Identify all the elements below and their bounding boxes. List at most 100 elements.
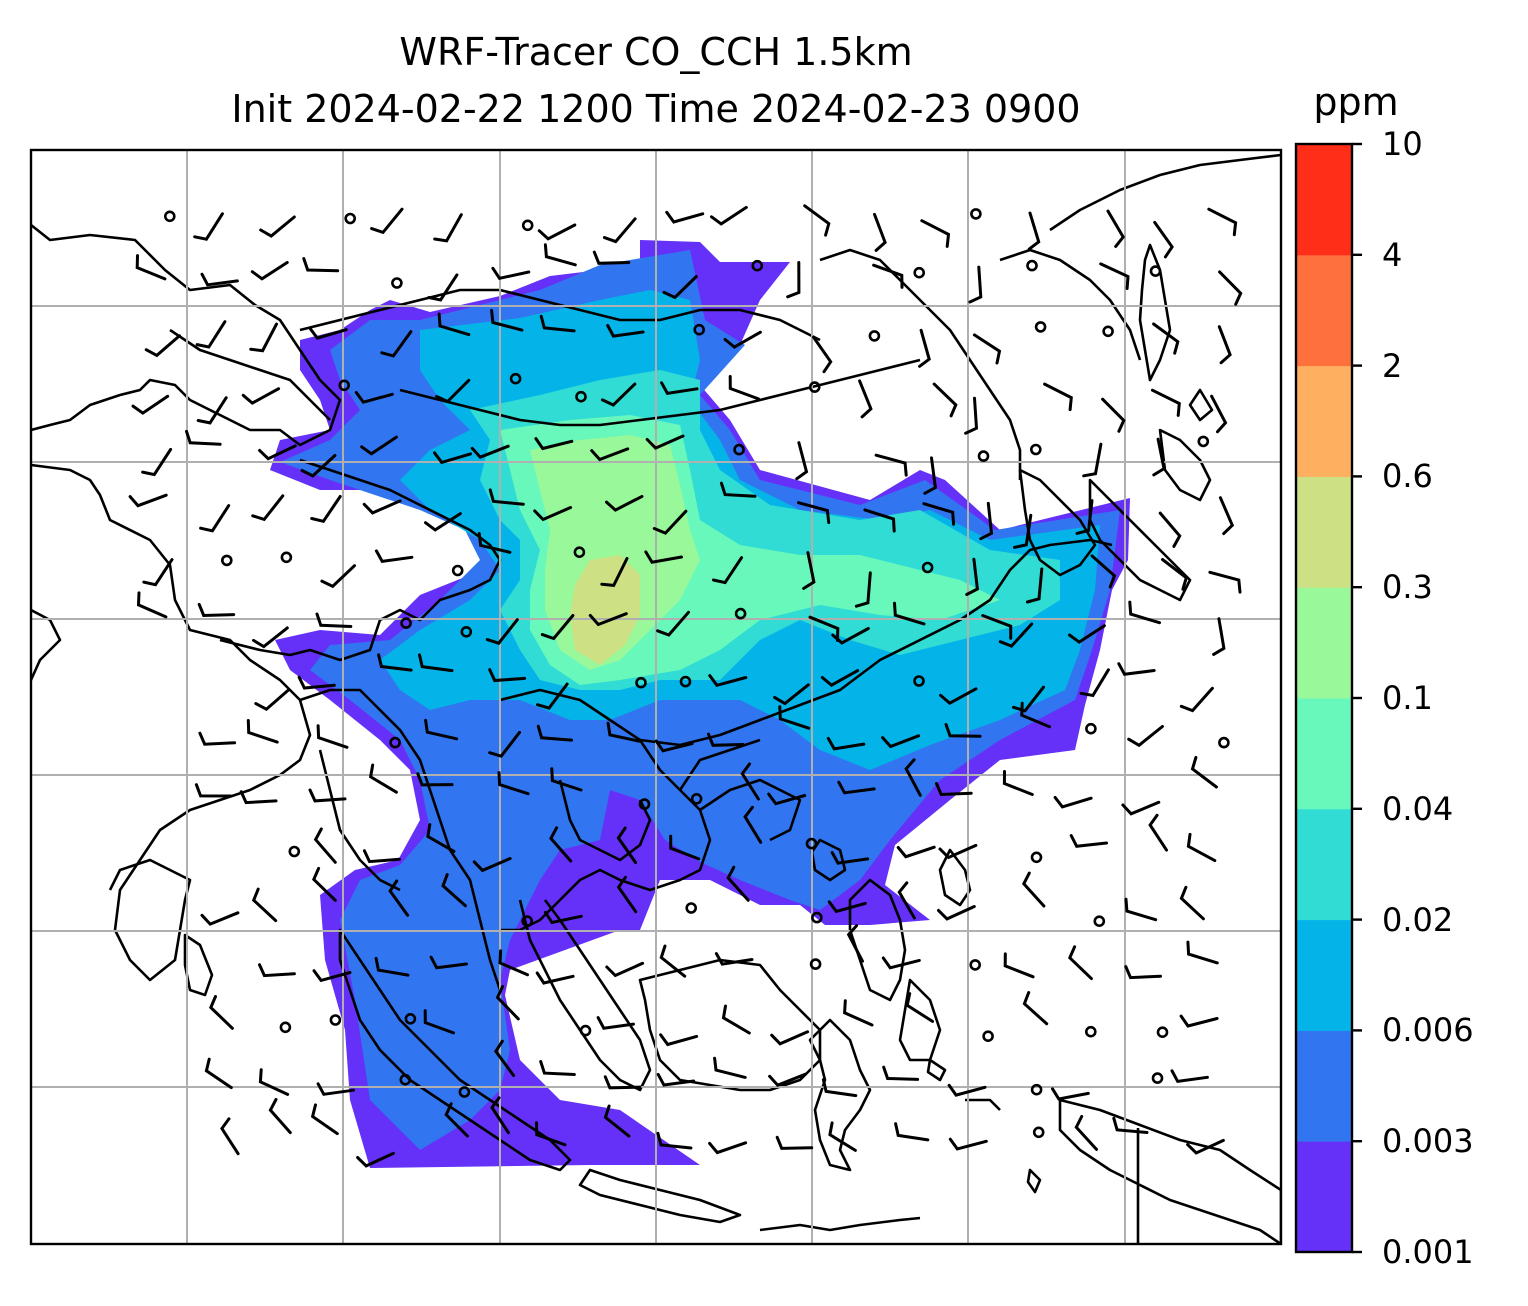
wind-barb	[616, 826, 638, 865]
wind-barb	[540, 614, 575, 641]
coastline-sulawesi	[808, 1018, 872, 1172]
map-title-line-1: WRF-Tracer CO_CCH 1.5km	[399, 30, 913, 74]
wind-barb	[719, 481, 757, 498]
wind-barb	[846, 924, 864, 963]
wind-barb	[131, 394, 170, 415]
calm-wind-circle	[969, 959, 982, 971]
calm-wind-circle	[685, 902, 698, 914]
wind-barb	[1068, 945, 1093, 981]
colorbar-band-7	[1296, 365, 1352, 477]
colorbar-ticks	[1352, 142, 1362, 1254]
tracer-contour-0.3	[570, 555, 640, 665]
wind-barb	[488, 668, 527, 683]
wind-barb	[710, 205, 748, 226]
calm-wind-circle	[811, 911, 823, 924]
calm-wind-circle	[921, 561, 934, 574]
wind-barb	[1025, 567, 1044, 604]
wind-barb	[1043, 382, 1073, 412]
wind-barb	[947, 1083, 987, 1097]
wind-barb	[441, 873, 467, 908]
wind-barb	[979, 501, 994, 541]
wind-barb	[881, 734, 921, 749]
wind-barb	[268, 1098, 292, 1135]
wind-barb	[820, 669, 860, 688]
wind-barb	[252, 626, 289, 649]
wind-barb	[194, 783, 233, 798]
calm-wind-circle	[521, 915, 534, 927]
wind-barb	[423, 1009, 455, 1035]
wind-barb	[549, 826, 573, 863]
wind-barb	[723, 330, 762, 349]
wind-barb	[550, 767, 583, 792]
border-himalaya	[219, 458, 502, 662]
wind-barb	[142, 558, 174, 587]
calm-wind-circle	[751, 259, 764, 272]
wind-barb	[490, 1096, 510, 1135]
wind-barb	[250, 261, 289, 281]
wind-barb	[645, 434, 685, 450]
wind-barb	[320, 564, 356, 589]
wind-barb	[600, 557, 629, 587]
wind-barb	[368, 763, 398, 794]
wind-barb	[308, 788, 347, 803]
wind-barb	[246, 719, 279, 744]
colorbar-tick-label: 0.1	[1382, 679, 1433, 717]
calm-wind-circle	[1149, 265, 1162, 277]
wind-barb	[310, 1103, 339, 1136]
wind-barb	[534, 437, 574, 451]
wind-barb	[923, 456, 938, 495]
wind-barb	[374, 549, 414, 564]
colorbar-tick-label: 0.3	[1382, 568, 1433, 607]
wind-barb	[602, 217, 637, 244]
wind-barb	[1121, 800, 1161, 816]
wind-barb	[665, 210, 705, 224]
coastline-java	[578, 1168, 742, 1224]
wind-barb	[1124, 965, 1162, 980]
wind-barb	[605, 961, 645, 978]
wind-barb	[937, 905, 976, 921]
calm-wind-circle	[338, 379, 351, 392]
wind-barb	[659, 1033, 699, 1047]
calm-wind-circle	[809, 958, 822, 970]
wind-barb	[778, 705, 811, 730]
calm-wind-circle	[575, 390, 587, 403]
wind-barb	[444, 1102, 469, 1138]
wind-barb	[198, 731, 237, 746]
wind-barb	[803, 204, 831, 237]
wind-barb	[592, 250, 631, 265]
calm-wind-circle	[329, 1014, 342, 1026]
wind-barb	[377, 653, 413, 672]
calm-wind-circle	[808, 381, 821, 393]
calm-wind-circle	[679, 675, 692, 688]
wind-barb	[362, 499, 402, 515]
wind-barb	[493, 1039, 516, 1077]
wind-barb	[1069, 834, 1108, 848]
map-area	[31, 150, 1281, 1244]
wind-barb	[1217, 325, 1232, 365]
wind-barb	[495, 985, 520, 1021]
calm-wind-circle	[573, 546, 586, 559]
coastline-japan	[1088, 388, 1214, 602]
wind-barb	[258, 444, 297, 461]
calm-wind-circle	[635, 676, 647, 689]
wind-barb	[828, 1121, 857, 1152]
wind-barb	[596, 1016, 635, 1030]
wind-barb	[485, 618, 519, 645]
calm-wind-circle	[288, 845, 301, 858]
wind-barb	[1179, 686, 1214, 713]
wind-barb	[204, 1057, 233, 1090]
wind-barb	[426, 823, 456, 853]
coastline-sakhalin	[1138, 243, 1172, 382]
wind-barb	[714, 952, 754, 966]
wind-barb	[873, 212, 887, 252]
wind-barb	[196, 396, 228, 425]
wind-barb	[488, 488, 525, 506]
wind-barb	[1161, 558, 1189, 591]
wind-barb	[1013, 513, 1033, 549]
wind-barb	[905, 992, 934, 1023]
wind-barb	[1127, 725, 1164, 748]
wind-barb	[1153, 220, 1174, 259]
wind-barb	[437, 312, 471, 337]
calm-wind-circle	[389, 736, 401, 749]
wind-barb	[669, 834, 701, 861]
